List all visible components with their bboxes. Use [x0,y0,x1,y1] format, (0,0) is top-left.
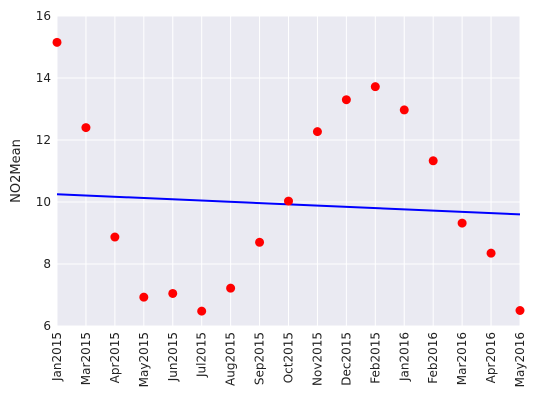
x-tick-label: Oct2015 [282,332,296,383]
x-tick-label: Mar2015 [79,332,93,385]
x-tick-label: Apr2015 [108,332,122,383]
y-tick-label: 16 [36,9,51,23]
data-point [428,156,438,166]
data-point [515,306,525,315]
data-point [197,306,207,316]
data-point [370,82,380,92]
y-axis-label: NO2Mean [9,139,24,203]
x-tick-label: May2015 [137,332,151,387]
y-tick-label: 14 [36,71,51,85]
data-point [81,123,91,133]
data-point [399,105,409,115]
data-point [341,95,351,105]
x-tick-label: Jun2015 [166,332,180,382]
x-tick-label: Sep2015 [253,332,267,385]
y-tick-labels: 6 8 10 12 14 16 [36,9,51,333]
x-tick-label: Jul2015 [195,332,209,378]
x-tick-label: Feb2016 [426,332,440,384]
data-point [139,292,149,302]
x-tick-label: Jan2016 [397,332,411,382]
data-point [110,232,120,242]
y-tick-label: 10 [36,195,51,209]
data-point [168,288,178,298]
x-tick-label: Dec2015 [339,332,353,386]
y-tick-label: 12 [36,133,51,147]
x-tick-label: May2016 [513,332,527,387]
x-tick-label: Nov2015 [310,332,324,386]
x-tick-label: Apr2016 [484,332,498,383]
x-tick-label: Feb2015 [368,332,382,384]
data-points [52,37,525,316]
data-point [312,127,322,137]
data-point [486,248,496,258]
y-tick-label: 8 [43,257,51,271]
y-tick-label: 6 [43,319,51,333]
x-tick-label: Mar2016 [455,332,469,385]
data-point [284,196,293,206]
x-tick-labels: Jan2015 Mar2015 Apr2015 May2015 Jun2015 Jul20… [50,332,527,387]
x-tick-label: Jan2015 [50,332,64,382]
data-point [457,218,467,228]
data-point [226,283,236,293]
gridlines [56,15,521,327]
data-point [255,237,265,247]
x-tick-label: Aug2015 [224,332,238,386]
data-point [52,37,62,47]
